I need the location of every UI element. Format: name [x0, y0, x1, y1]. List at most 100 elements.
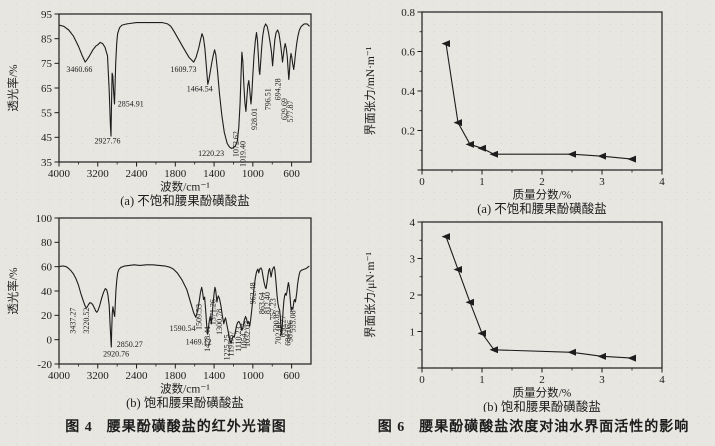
peak-label: 928.01 [250, 108, 259, 130]
peak-label: 1225.25 [222, 334, 231, 360]
chart-subcaption: (a) 不饱和腰果酚磺酸盐 [120, 193, 250, 208]
y-axis-title: 透光率/% [6, 64, 20, 112]
y-tick-label: 2 [409, 290, 415, 302]
y-axis: 35 45 55 65 75 85 95 [41, 9, 59, 169]
interfacial-tension-chart-b: 0 1 2 3 4 1 2 3 4 质量分数/% 界面张力/μN·m⁻¹ (b) 饱和腰果酚磺酸盐 [364, 217, 665, 412]
peak-label: 1428.41 [203, 326, 212, 352]
peak-label: 3460.66 [66, 65, 92, 74]
x-tick-label: 1800 [164, 168, 187, 180]
data-point-marker [597, 152, 606, 160]
x-tick-label: 4000 [48, 370, 71, 382]
peak-label: 2927.76 [94, 137, 120, 146]
x-tick-label: 1400 [203, 370, 226, 382]
peak-label: 2850.27 [117, 340, 143, 349]
y-axis: 0.2 0.4 0.6 0.8 [401, 7, 422, 171]
data-points [441, 233, 636, 362]
x-tick-label: 3 [599, 176, 605, 188]
y-tick-label: 95 [41, 9, 53, 21]
x-axis: 4000 3200 2400 1800 1400 1000 600 [48, 364, 300, 382]
peak-label: 2920.76 [103, 350, 129, 359]
peak-label: 962.48 [248, 282, 257, 304]
y-tick-label: -20 [37, 359, 52, 371]
x-axis: 4000 3200 2400 1800 1400 1000 600 [48, 162, 300, 180]
peak-label: 1469.12 [186, 338, 212, 347]
y-tick-label: 0.6 [401, 46, 415, 58]
x-tick-label: 4 [659, 176, 665, 188]
x-tick-label: 3200 [87, 168, 110, 180]
figure6-caption: 图 6 腰果酚磺酸盐浓度对油水界面活性的影响 [378, 416, 690, 436]
figure6-number: 图 6 [377, 420, 406, 435]
ir-spectrum-chart-b: 4000 3200 2400 1800 1400 1000 600 -20 0 20 40 60 80 1… [6, 213, 312, 410]
y-tick-label: 80 [41, 237, 53, 249]
data-point-marker [597, 352, 606, 360]
data-point-marker [453, 119, 462, 127]
data-point-marker [465, 298, 474, 306]
x-axis: 0 1 2 3 4 [419, 170, 665, 188]
y-tick-label: 65 [41, 83, 53, 95]
peak-label: 757.23 [268, 298, 277, 320]
x-tick-label: 1400 [203, 168, 226, 180]
peak-label: 3437.27 [68, 308, 77, 334]
y-tick-label: 0.4 [401, 86, 415, 98]
y-tick-label: 3 [409, 253, 415, 265]
y-tick-label: 1 [409, 326, 415, 338]
chart-subcaption: (b) 饱和腰果酚磺酸盐 [126, 395, 244, 410]
peak-label: 1609.73 [170, 65, 196, 74]
data-point-marker [465, 140, 474, 148]
figure4-title: 腰果酚磺酸盐的红外光谱图 [106, 420, 287, 435]
spectrum-curve [58, 22, 310, 149]
x-tick-label: 2 [539, 374, 545, 386]
x-axis-title: 质量分数/% [512, 386, 571, 400]
peak-label: 1220.23 [198, 149, 224, 158]
x-tick-label: 1 [479, 176, 485, 188]
peak-label: 1019.40 [239, 141, 248, 167]
y-tick-label: 60 [41, 261, 53, 273]
peak-label: 694.28 [273, 78, 282, 100]
chart-subcaption: (b) 饱和腰果酚磺酸盐 [483, 399, 601, 412]
peak-label: 1590.54 [170, 324, 196, 333]
x-tick-label: 3 [599, 374, 605, 386]
y-tick-label: 0.8 [401, 7, 415, 19]
peak-label: 1054.77 [239, 323, 248, 349]
figure4-number: 图 4 [65, 420, 93, 435]
data-line [444, 43, 632, 160]
data-point-marker [627, 155, 636, 163]
interfacial-tension-chart-a: 0 1 2 3 4 0.2 0.4 0.6 0.8 质量分数/% 界面张力/mN·m⁻¹ (a) 不饱… [364, 7, 665, 216]
x-tick-label: 4000 [48, 168, 71, 180]
y-axis-title: 透光率/% [6, 267, 20, 315]
y-tick-label: 40 [41, 286, 53, 298]
y-axis-title: 界面张力/μN·m⁻¹ [364, 251, 377, 338]
data-points [441, 40, 636, 163]
y-axis: 1 2 3 4 [409, 217, 422, 369]
y-tick-label: 55 [41, 107, 53, 119]
data-point-marker [453, 265, 462, 273]
y-tick-label: 4 [409, 217, 415, 229]
x-tick-label: 4 [659, 374, 665, 386]
peak-label: 1371.26 [209, 299, 218, 325]
peak-label: 720.85 [272, 310, 281, 332]
peak-label: 587.96 [286, 320, 295, 342]
figure4-caption: 图 4 腰果酚磺酸盐的红外光谱图 [65, 416, 287, 436]
peak-label: 1191.67 [226, 331, 235, 357]
figure6-column: 0 1 2 3 4 0.2 0.4 0.6 0.8 质量分数/% 界面张力/mN·m⁻¹ (a) 不饱… [352, 0, 715, 446]
x-axis-title: 质量分数/% [512, 188, 571, 202]
x-tick-label: 600 [283, 168, 300, 180]
x-axis-title: 波数/cm⁻¹ [160, 180, 210, 194]
ir-spectrum-chart-a: 4000 3200 2400 1800 1400 1000 600 35 45 55 65 75 85 9… [6, 9, 312, 208]
chart-subcaption: (a) 不饱和腰果酚磺酸盐 [477, 201, 607, 216]
x-tick-label: 0 [419, 176, 425, 188]
x-tick-label: 0 [419, 374, 425, 386]
y-tick-label: 20 [41, 310, 53, 322]
x-tick-label: 1000 [242, 168, 265, 180]
peak-label: 555.08 [289, 310, 298, 332]
x-tick-label: 2 [539, 176, 545, 188]
peak-label: 1300.78 [215, 309, 224, 335]
peak-label: 1509.53 [195, 304, 204, 330]
x-axis: 0 1 2 3 4 [419, 368, 665, 386]
data-point-marker [627, 354, 636, 362]
peak-label: 1464.54 [187, 85, 213, 94]
y-tick-label: 45 [41, 132, 53, 144]
plot-frame [420, 11, 663, 171]
data-point-marker [441, 40, 450, 48]
